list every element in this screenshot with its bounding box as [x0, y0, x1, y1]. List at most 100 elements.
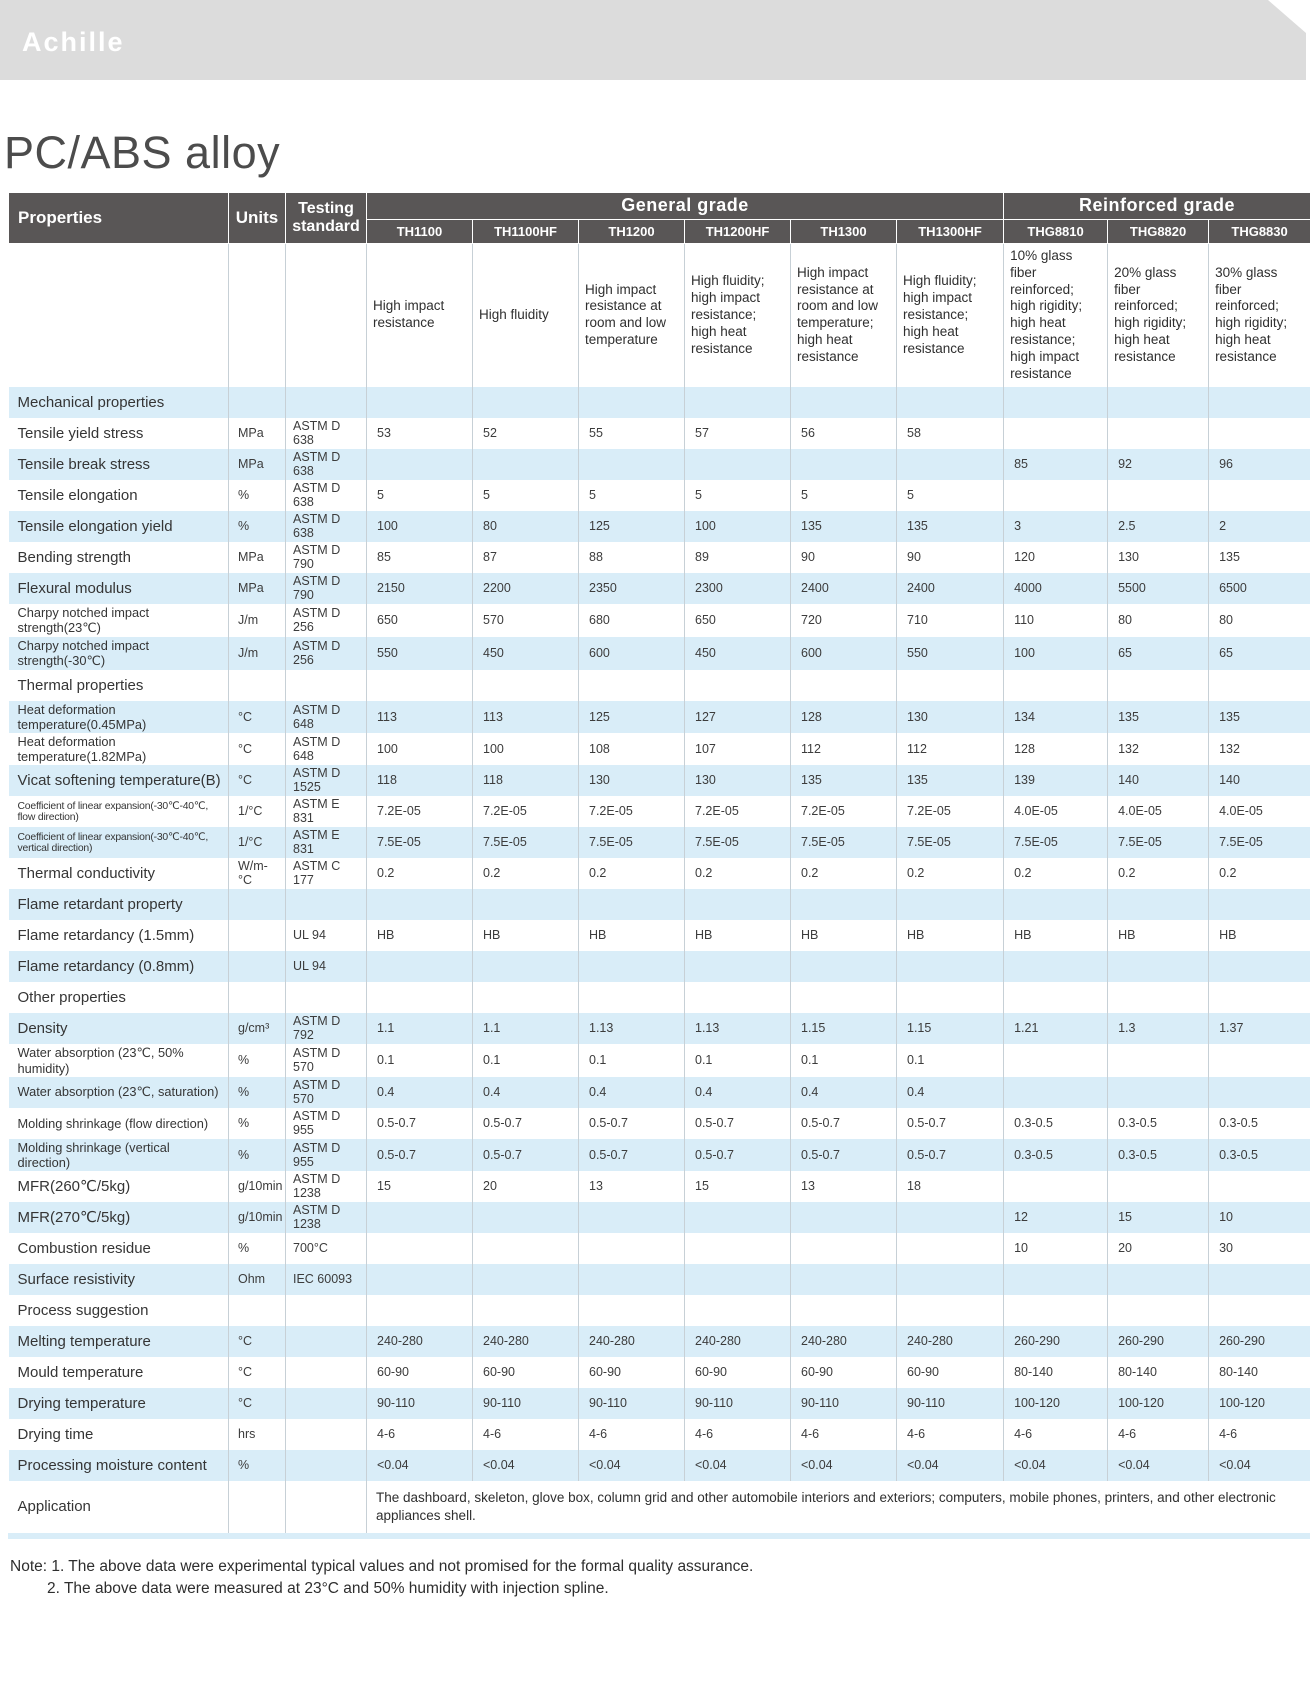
- value-cell: <0.04: [896, 1449, 1005, 1481]
- value-cell: 100: [366, 510, 473, 542]
- value-cell: 135: [1107, 700, 1210, 733]
- value-cell: 7.5E-05: [472, 826, 579, 858]
- desc-empty-properties: [8, 243, 229, 387]
- col-header-properties: Properties: [8, 191, 229, 244]
- value-cell: [1208, 1043, 1310, 1077]
- value-cell: 12: [1003, 1201, 1109, 1233]
- section-row: Thermal properties: [8, 669, 1310, 701]
- value-cell: 55: [578, 417, 685, 449]
- value-cell: 0.5-0.7: [790, 1138, 897, 1171]
- value-cell: 90: [790, 541, 897, 573]
- value-cell: 2350: [578, 572, 685, 604]
- desc-empty-units: [228, 243, 286, 387]
- testing-standard-cell: UL 94: [285, 919, 367, 951]
- section-empty-cell: [285, 888, 367, 920]
- value-cell: 0.3-0.5: [1107, 1107, 1210, 1139]
- value-cell: 113: [366, 700, 473, 733]
- value-cell: 0.2: [684, 857, 791, 889]
- value-cell: 5: [578, 479, 685, 511]
- data-row: Heat deformation temperature(1.82MPa) °C A…: [8, 732, 1310, 765]
- value-cell: 450: [472, 636, 579, 670]
- property-label: Coefficient of linear expansion(-30℃-40℃…: [8, 795, 229, 827]
- section-empty-cell: [285, 1294, 367, 1326]
- section-row: Process suggestion: [8, 1294, 1310, 1326]
- value-cell: 128: [1003, 732, 1109, 765]
- value-cell: [896, 1232, 1005, 1264]
- value-cell: [790, 448, 897, 480]
- value-cell: 112: [790, 732, 897, 765]
- unit-cell: °C: [228, 700, 286, 733]
- testing-standard-cell: ASTM D 955: [285, 1107, 367, 1139]
- property-label: Density: [8, 1012, 229, 1044]
- unit-cell: °C: [228, 764, 286, 796]
- value-cell: [472, 950, 579, 982]
- value-cell: [578, 1263, 685, 1295]
- section-empty-cell: [366, 888, 473, 920]
- section-empty-cell: [228, 888, 286, 920]
- value-cell: 2150: [366, 572, 473, 604]
- property-label: Application: [8, 1480, 229, 1533]
- value-cell: [1107, 417, 1210, 449]
- section-empty-cell: [790, 1294, 897, 1326]
- company-logo: Achille: [22, 27, 125, 57]
- testing-standard-cell: ASTM D 648: [285, 700, 367, 733]
- property-label: Melting temperature: [8, 1325, 229, 1357]
- value-cell: 130: [578, 764, 685, 796]
- value-cell: 20: [472, 1170, 579, 1202]
- section-label: Process suggestion: [8, 1294, 229, 1326]
- value-cell: 13: [790, 1170, 897, 1202]
- value-cell: 1.15: [790, 1012, 897, 1044]
- value-cell: HB: [366, 919, 473, 951]
- value-cell: [1107, 1076, 1210, 1108]
- property-label: Tensile break stress: [8, 448, 229, 480]
- application-text: The dashboard, skeleton, glove box, colu…: [366, 1480, 1310, 1533]
- value-cell: 3: [1003, 510, 1109, 542]
- section-empty-cell: [366, 981, 473, 1013]
- property-label: Surface resistivity: [8, 1263, 229, 1295]
- property-label: Drying temperature: [8, 1387, 229, 1419]
- value-cell: 720: [790, 603, 897, 637]
- value-cell: [684, 1232, 791, 1264]
- property-label: Thermal conductivity: [8, 857, 229, 889]
- value-cell: 90-110: [578, 1387, 685, 1419]
- unit-cell: %: [228, 1043, 286, 1077]
- value-cell: 15: [684, 1170, 791, 1202]
- data-row: Drying temperature °C 90-110 90-110 90-110 90…: [8, 1387, 1310, 1419]
- property-label: Coefficient of linear expansion(-30℃-40℃…: [8, 826, 229, 858]
- data-row: Coefficient of linear expansion(-30℃-40℃…: [8, 795, 1310, 827]
- value-cell: 0.3-0.5: [1107, 1138, 1210, 1171]
- value-cell: 0.5-0.7: [896, 1138, 1005, 1171]
- value-cell: 96: [1208, 448, 1310, 480]
- property-label: Water absorption (23℃, 50% humidity): [8, 1043, 229, 1077]
- property-label: Flame retardancy (1.5mm): [8, 919, 229, 951]
- value-cell: HB: [1107, 919, 1210, 951]
- section-empty-cell: [578, 386, 685, 418]
- grade-description-th1100hf: High fluidity: [472, 243, 579, 387]
- grade-header-th1100: TH1100: [366, 218, 473, 244]
- value-cell: 135: [896, 764, 1005, 796]
- value-cell: 650: [684, 603, 791, 637]
- section-empty-cell: [896, 669, 1005, 701]
- unit-cell: g/10min: [228, 1170, 286, 1202]
- property-label: Heat deformation temperature(0.45MPa): [8, 700, 229, 733]
- value-cell: 118: [366, 764, 473, 796]
- testing-standard-cell: ASTM E 831: [285, 795, 367, 827]
- testing-standard-cell: ASTM D 570: [285, 1076, 367, 1108]
- property-label: Heat deformation temperature(1.82MPa): [8, 732, 229, 765]
- testing-standard-cell: ASTM D 256: [285, 636, 367, 670]
- value-cell: 2400: [896, 572, 1005, 604]
- value-cell: 4-6: [896, 1418, 1005, 1450]
- value-cell: 7.2E-05: [578, 795, 685, 827]
- testing-standard-cell: [285, 1418, 367, 1450]
- value-cell: [1208, 1170, 1310, 1202]
- value-cell: 2300: [684, 572, 791, 604]
- value-cell: 15: [366, 1170, 473, 1202]
- value-cell: [472, 1263, 579, 1295]
- section-empty-cell: [472, 1294, 579, 1326]
- value-cell: 60-90: [684, 1356, 791, 1388]
- section-empty-cell: [790, 888, 897, 920]
- data-row: Surface resistivity Ohm IEC 60093: [8, 1263, 1310, 1295]
- value-cell: 87: [472, 541, 579, 573]
- grade-header-th1100hf: TH1100HF: [472, 218, 579, 244]
- value-cell: [896, 1263, 1005, 1295]
